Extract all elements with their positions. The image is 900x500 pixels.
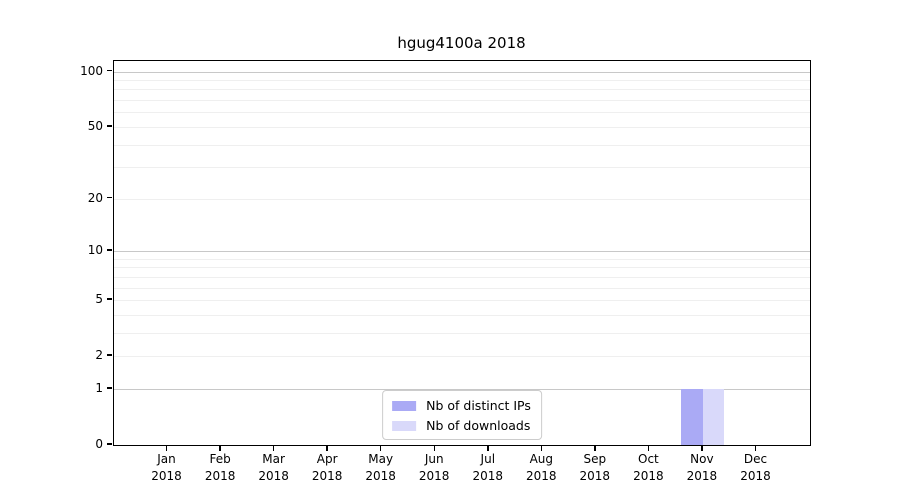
y-axis-tick-label: 50	[87, 118, 103, 133]
major-gridline	[114, 71, 810, 73]
x-axis-tick-year: 2018	[151, 469, 182, 483]
x-axis-tick-year: 2018	[418, 469, 450, 483]
minor-gridline	[114, 198, 810, 200]
minor-gridline	[114, 300, 810, 301]
x-tick-mark	[219, 445, 221, 451]
y-tick-mark	[107, 196, 112, 199]
y-tick-mark	[107, 298, 112, 300]
legend-item-distinct-ips: Nb of distinct IPs	[392, 398, 531, 413]
minor-gridline	[114, 314, 810, 316]
plot-canvas	[114, 61, 810, 445]
x-axis-tick-label: Nov 2018	[670, 451, 734, 485]
major-gridline	[114, 388, 810, 390]
x-tick-mark	[647, 445, 650, 451]
minor-gridline	[114, 89, 810, 91]
y-tick-mark	[107, 443, 112, 445]
x-axis-tick-label: Jan 2018	[135, 451, 199, 485]
minor-gridline	[114, 258, 810, 260]
x-tick-mark	[754, 445, 757, 451]
x-axis-tick-year: 2018	[258, 469, 289, 483]
x-tick-mark	[433, 445, 435, 451]
bar-nov-downloads	[702, 388, 725, 445]
x-axis-tick-label: Sep 2018	[563, 451, 627, 485]
legend: Nb of distinct IPs Nb of downloads	[382, 390, 542, 440]
y-tick-mark	[107, 125, 112, 127]
minor-gridline	[114, 276, 810, 278]
x-tick-mark	[326, 445, 328, 451]
x-tick-mark	[540, 445, 543, 451]
x-tick-mark	[594, 445, 596, 451]
x-axis-tick-label: Aug 2018	[509, 451, 573, 485]
minor-gridline	[114, 267, 810, 269]
x-axis-tick-year: 2018	[311, 469, 343, 483]
x-axis-tick-year: 2018	[740, 469, 771, 483]
legend-swatch-distinct-ips-icon	[392, 400, 417, 411]
x-axis-tick-label: Mar 2018	[242, 451, 306, 485]
major-gridline	[114, 251, 810, 252]
y-tick-mark	[107, 387, 112, 389]
y-axis-tick-label: 20	[87, 190, 103, 205]
legend-label-downloads: Nb of downloads	[426, 418, 531, 433]
x-tick-mark	[165, 445, 168, 451]
y-axis-tick-label: 0	[95, 437, 103, 451]
x-axis-tick-year: 2018	[472, 469, 504, 483]
plot-area: Nb of distinct IPs Nb of downloads	[113, 60, 811, 446]
minor-gridline	[114, 112, 810, 114]
bar-nov-distinct-ips	[681, 388, 703, 445]
minor-gridline	[114, 80, 810, 81]
y-tick-mark	[107, 69, 112, 72]
legend-label-distinct-ips: Nb of distinct IPs	[426, 398, 531, 413]
y-axis-tick-label: 5	[95, 292, 103, 306]
minor-gridline	[114, 356, 810, 358]
minor-gridline	[114, 100, 810, 102]
x-axis-tick-year: 2018	[579, 469, 611, 483]
x-axis-tick-year: 2018	[686, 469, 718, 483]
y-axis-tick-label: 1	[95, 380, 103, 395]
x-tick-mark	[379, 445, 382, 451]
x-axis-tick-label: Jun 2018	[402, 451, 466, 485]
x-axis-tick-year: 2018	[526, 469, 557, 483]
x-tick-mark	[272, 445, 275, 451]
x-axis-tick-year: 2018	[365, 469, 396, 483]
y-axis-tick-label: 10	[87, 243, 103, 257]
legend-swatch-downloads-icon	[392, 420, 417, 431]
legend-item-downloads: Nb of downloads	[392, 418, 531, 433]
x-axis-tick-label: Jul 2018	[456, 451, 520, 485]
minor-gridline	[114, 332, 810, 334]
x-axis-tick-year: 2018	[633, 469, 664, 483]
y-axis-tick-label: 2	[95, 348, 103, 363]
x-tick-mark	[487, 445, 489, 451]
minor-gridline	[114, 287, 810, 289]
x-axis-tick-label: Dec 2018	[724, 451, 788, 485]
y-axis-tick-label: 100	[80, 63, 103, 78]
x-axis-tick-label: Feb 2018	[188, 451, 252, 485]
x-axis-tick-label: Apr 2018	[295, 451, 359, 485]
minor-gridline	[114, 167, 810, 169]
x-axis-tick-label: Oct 2018	[616, 451, 680, 485]
y-tick-mark	[107, 354, 112, 356]
x-tick-mark	[701, 445, 703, 451]
minor-gridline	[114, 126, 810, 128]
x-axis-tick-year: 2018	[204, 469, 236, 483]
minor-gridline	[114, 144, 810, 146]
y-tick-mark	[107, 249, 112, 251]
x-axis-tick-label: May 2018	[349, 451, 413, 485]
chart-title: hgug4100a 2018	[397, 34, 526, 52]
